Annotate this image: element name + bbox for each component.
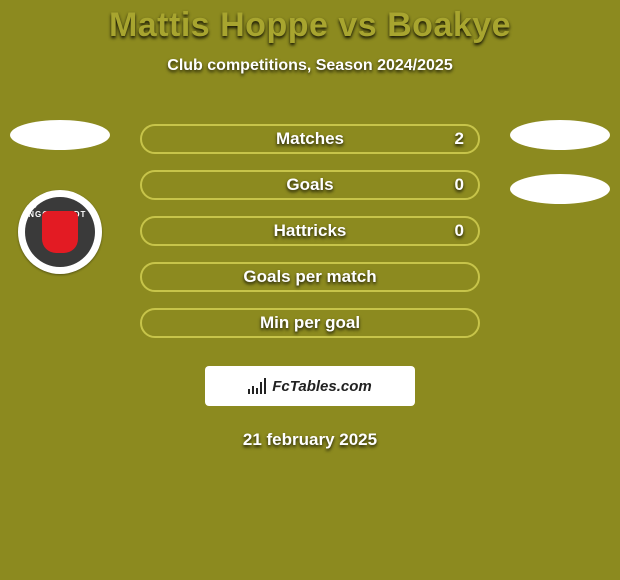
- attribution-box: FcTables.com: [205, 366, 415, 406]
- stat-row-goals-per-match: Goals per match: [140, 262, 480, 292]
- subtitle: Club competitions, Season 2024/2025: [0, 57, 620, 75]
- stat-right-value: 2: [455, 129, 464, 149]
- stats-bars: Matches 2 Goals 0 Hattricks 0 Goals per …: [140, 124, 480, 354]
- stat-right-value: 0: [455, 175, 464, 195]
- avatar-placeholder-right-1: [510, 120, 610, 150]
- club-shield-icon: [42, 211, 78, 253]
- stat-label: Goals: [286, 175, 333, 195]
- stat-row-matches: Matches 2: [140, 124, 480, 154]
- page-title: Mattis Hoppe vs Boakye: [0, 0, 620, 45]
- stat-label: Min per goal: [260, 313, 360, 333]
- club-badge-left: FC INGOLSTADT: [18, 190, 102, 274]
- stat-label: Matches: [276, 129, 344, 149]
- stat-row-min-per-goal: Min per goal: [140, 308, 480, 338]
- stat-label: Hattricks: [274, 221, 347, 241]
- comparison-card: Mattis Hoppe vs Boakye Club competitions…: [0, 0, 620, 580]
- stat-label: Goals per match: [243, 267, 376, 287]
- barchart-icon: [248, 378, 268, 394]
- player-right-column: [510, 120, 610, 204]
- avatar-placeholder-right-2: [510, 174, 610, 204]
- stat-right-value: 0: [455, 221, 464, 241]
- stat-row-goals: Goals 0: [140, 170, 480, 200]
- avatar-placeholder-left: [10, 120, 110, 150]
- date-text: 21 february 2025: [0, 430, 620, 450]
- player-left-column: FC INGOLSTADT: [10, 120, 110, 274]
- attribution-text: FcTables.com: [272, 378, 371, 395]
- club-badge-inner: FC INGOLSTADT: [25, 197, 95, 267]
- stat-row-hattricks: Hattricks 0: [140, 216, 480, 246]
